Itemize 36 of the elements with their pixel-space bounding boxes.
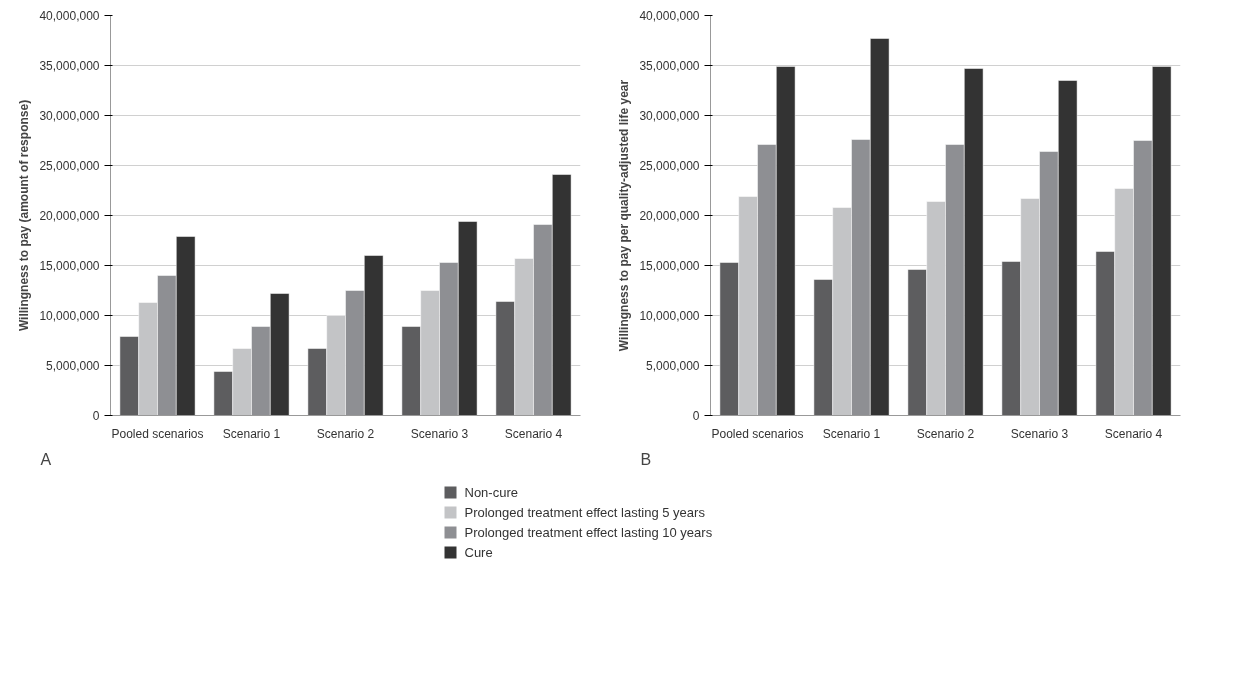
legend-label: Prolonged treatment effect lasting 5 years (464, 505, 706, 520)
x-tick-label: Pooled scenarios (111, 426, 204, 441)
y-tick-label: 15,000,000 (39, 259, 100, 273)
x-tick-label: Scenario 2 (316, 426, 375, 441)
x-tick-label: Scenario 4 (504, 426, 563, 441)
text: B (640, 450, 652, 468)
y-tick-label: 5,000,000 (646, 359, 700, 373)
legend-label: Prolonged treatment effect lasting 10 years (464, 525, 713, 540)
x-tick-label: Scenario 1 (222, 426, 281, 441)
y-tick-label: 30,000,000 (39, 109, 100, 123)
text: A (40, 450, 52, 468)
legend-label: Cure (464, 545, 493, 560)
x-tick-label: Scenario 1 (822, 426, 881, 441)
y-axis-title: Willingness to pay per quality-adjusted life year (617, 79, 632, 352)
y-tick-label: 5,000,000 (46, 359, 100, 373)
x-tick-label: Pooled scenarios (711, 426, 804, 441)
y-tick-label: 35,000,000 (39, 59, 100, 73)
legend-label: Non-cure (464, 485, 518, 500)
y-tick-label: 35,000,000 (639, 59, 700, 73)
y-tick-label: 10,000,000 (39, 309, 100, 323)
y-tick-label: 20,000,000 (39, 209, 100, 223)
y-tick-label: 0 (92, 409, 100, 423)
x-tick-label: Scenario 3 (1010, 426, 1069, 441)
y-tick-label: 0 (692, 409, 700, 423)
y-tick-label: 30,000,000 (639, 109, 700, 123)
x-tick-label: Scenario 4 (1104, 426, 1163, 441)
y-tick-label: 25,000,000 (39, 159, 100, 173)
y-tick-label: 40,000,000 (39, 9, 100, 23)
x-tick-label: Scenario 2 (916, 426, 975, 441)
y-tick-label: 25,000,000 (639, 159, 700, 173)
y-tick-label: 20,000,000 (639, 209, 700, 223)
y-tick-label: 40,000,000 (639, 9, 700, 23)
y-tick-label: 10,000,000 (639, 309, 700, 323)
y-axis-title: Willingness to pay (amount of response) (17, 99, 32, 332)
y-tick-label: 15,000,000 (639, 259, 700, 273)
x-tick-label: Scenario 3 (410, 426, 469, 441)
